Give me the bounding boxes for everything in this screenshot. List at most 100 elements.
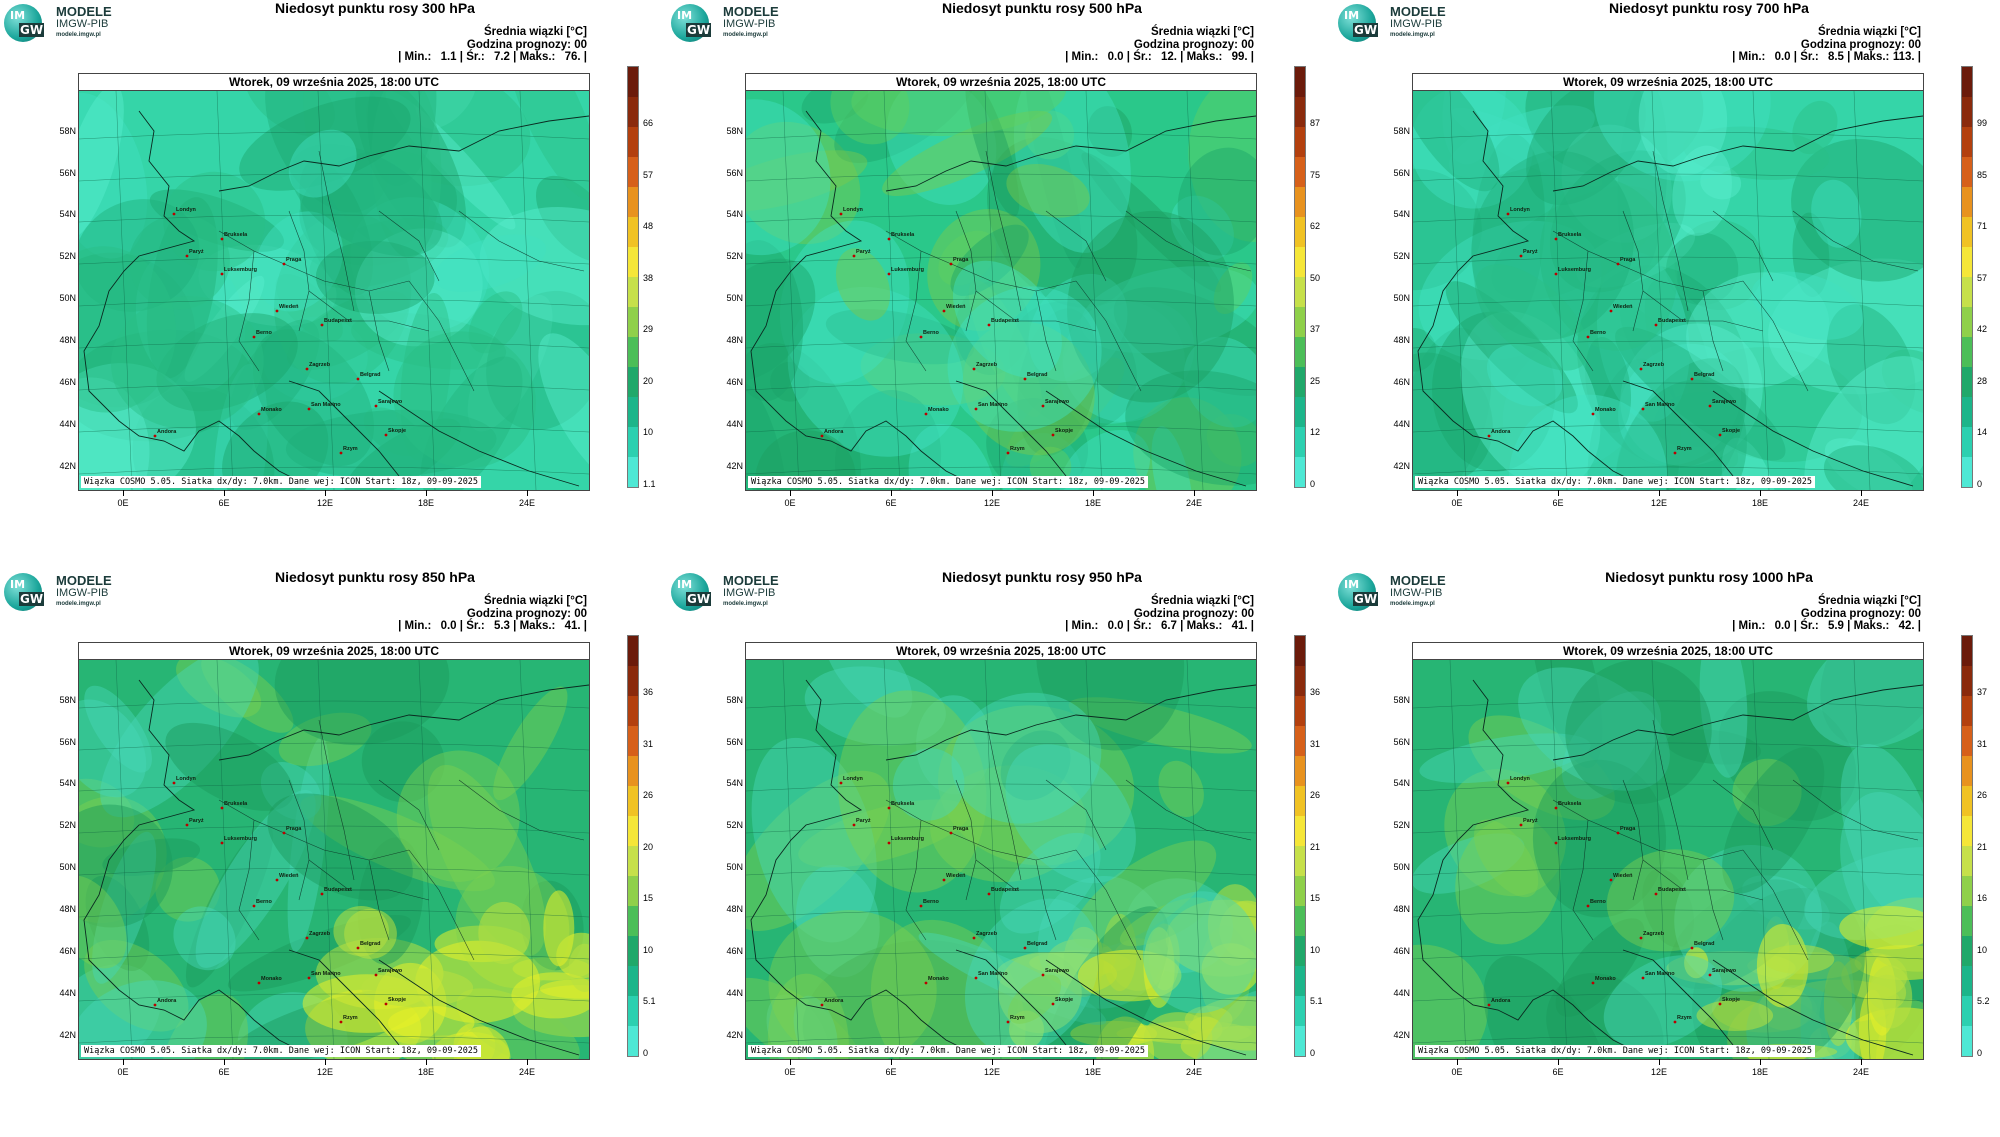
colorbar-label: 0 (643, 1047, 649, 1058)
city-label: Monako (928, 976, 949, 982)
avg-value: 12. (1160, 51, 1177, 63)
logo-line2: IMGW-PIB (723, 18, 776, 30)
city-label: Monako (1595, 976, 1616, 982)
city-label: San Marino (1645, 971, 1675, 977)
city-marker (220, 272, 224, 276)
city-marker (972, 367, 976, 371)
forecast-hour: Godzina prognozy: 00 (1133, 38, 1254, 51)
lon-tick (123, 490, 124, 496)
city-marker (356, 946, 360, 950)
city-label: Paryż (856, 818, 871, 824)
lat-label: 42N (1393, 461, 1410, 471)
city-marker (924, 981, 928, 985)
lon-label: 0E (1451, 1067, 1463, 1077)
city-marker (220, 237, 224, 241)
colorbar (627, 635, 639, 1057)
city-marker (1506, 781, 1510, 785)
city-label: Berno (256, 899, 273, 905)
city-label: Belgrad (360, 372, 380, 378)
logo-line2: IMGW-PIB (1390, 587, 1443, 599)
lat-label: 48N (59, 904, 76, 914)
lat-label: 48N (1393, 335, 1410, 345)
city-marker (949, 831, 953, 835)
lon-label: 18E (1751, 1067, 1768, 1077)
lon-label: 12E (1650, 1067, 1667, 1077)
lat-label: 42N (726, 461, 743, 471)
city-label: Paryż (189, 249, 204, 255)
colorbar-label: 57 (1977, 272, 1988, 283)
city-marker (942, 309, 946, 313)
logo-line1: MODELE (56, 573, 112, 588)
map-date: Wtorek, 09 września 2025, 18:00 UTC (746, 643, 1256, 660)
colorbar-label: 87 (1310, 118, 1321, 128)
lon-label: 24E (1852, 498, 1869, 508)
city-marker (972, 936, 976, 940)
stats-values: | Min.: 0.0 | Śr.: 8.5 | Maks.: 113. | (1732, 51, 1921, 64)
lat-label: 54N (1393, 209, 1410, 219)
map-date: Wtorek, 09 września 2025, 18:00 UTC (746, 74, 1256, 91)
stats-values: | Min.: 0.0 | Śr.: 5.3 | Maks.: 41. | (398, 620, 587, 633)
lon-label: 18E (1084, 498, 1101, 508)
min-value: 1.1 (440, 51, 457, 63)
logo-mark-top: IM (677, 9, 693, 22)
lon-label: 0E (784, 1067, 796, 1077)
city-marker (919, 335, 923, 339)
lon-tick (224, 490, 225, 496)
forecast-panel-1: IM GW MODELE IMGW-PIB modele.imgw.pl Nie… (0, 0, 667, 568)
colorbar-label: 0 (1310, 478, 1316, 489)
lat-label: 52N (1393, 820, 1410, 830)
avg-label: | Śr.: (1126, 620, 1152, 632)
stats-header: Średnia wiązki [°C] (483, 26, 587, 38)
city-marker (1690, 946, 1694, 950)
lon-tick (1093, 490, 1094, 496)
city-marker (1591, 412, 1595, 416)
logo-line1: MODELE (56, 4, 112, 19)
logo-url: modele.imgw.pl (56, 601, 101, 607)
lon-label: 12E (983, 498, 1000, 508)
map-date: Wtorek, 09 września 2025, 18:00 UTC (79, 643, 589, 660)
city-label: Wiedeń (1613, 873, 1633, 879)
colorbar-label: 26 (643, 790, 654, 800)
city-label: San Marino (311, 971, 341, 977)
forecast-panel-5: IM GW MODELE IMGW-PIB modele.imgw.pl Nie… (667, 569, 1334, 1137)
lat-label: 44N (59, 988, 76, 998)
city-label: San Marino (311, 402, 341, 408)
field-map: Londyn Bruksela Paryż Luksemburg Praga Wiedeń… (746, 91, 1256, 490)
city-marker (384, 1002, 388, 1006)
lon-tick (1861, 1059, 1862, 1065)
min-label: | Min.: (398, 51, 432, 63)
city-marker (887, 272, 891, 276)
city-marker (1639, 936, 1643, 940)
lat-label: 58N (726, 695, 743, 705)
lon-label: 12E (983, 1067, 1000, 1077)
city-marker (282, 262, 286, 266)
stats-end-bar: | (583, 51, 587, 63)
panel-title: Niedosyt punktu rosy 850 hPa (275, 569, 475, 585)
min-value: 0.0 (1107, 620, 1124, 632)
city-label: Rzym (1010, 1015, 1025, 1021)
lat-label: 58N (59, 695, 76, 705)
city-label: Wiedeń (946, 304, 966, 310)
colorbar-label: 10 (1310, 944, 1321, 955)
city-marker (384, 433, 388, 437)
stats-end-bar: | (1250, 51, 1254, 63)
lon-label: 18E (1084, 1067, 1101, 1077)
city-label: Belgrad (360, 941, 380, 947)
lon-tick (1194, 1059, 1195, 1065)
lon-label: 24E (1185, 1067, 1202, 1077)
city-marker (887, 841, 891, 845)
lon-label: 6E (1552, 1067, 1564, 1077)
city-label: Monako (261, 407, 282, 413)
lon-tick (325, 1059, 326, 1065)
city-label: Londyn (843, 776, 863, 782)
avg-label: | Śr.: (459, 620, 485, 632)
logo-line1: MODELE (723, 4, 779, 19)
city-label: Praga (1620, 257, 1636, 263)
city-marker (1554, 841, 1558, 845)
city-label: Praga (953, 257, 969, 263)
lat-label: 46N (1393, 946, 1410, 956)
city-marker (1487, 1003, 1491, 1007)
city-marker (987, 892, 991, 896)
colorbar-label: 71 (1977, 221, 1988, 231)
map-footer: Wiązka COSMO 5.05. Siatka dx/dy: 7.0km. … (748, 1045, 1149, 1057)
